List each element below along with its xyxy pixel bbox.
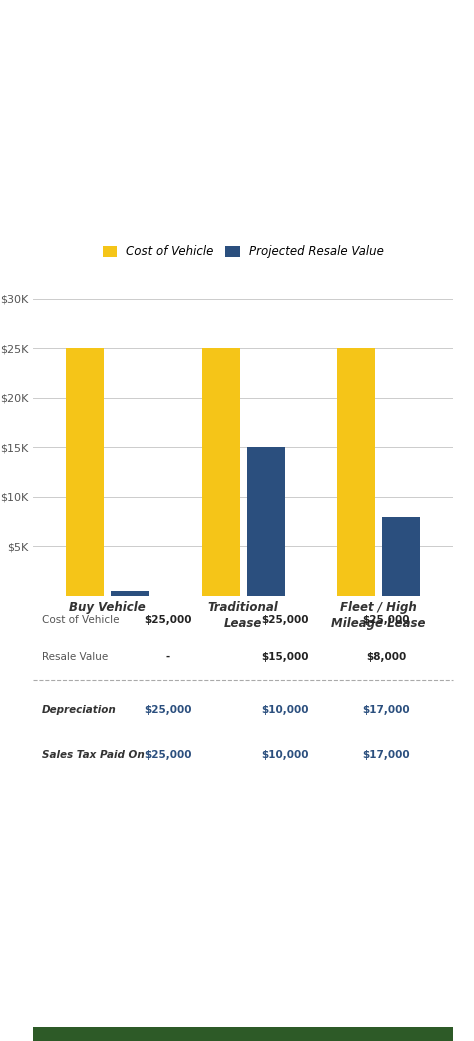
Text: Sales Tax Paid On: Sales Tax Paid On (42, 750, 145, 760)
Text: $10,000: $10,000 (262, 750, 309, 760)
Text: When you buy a vehicle, you are paying for the entire vehicle and
sales tax. Whe: When you buy a vehicle, you are paying f… (54, 794, 415, 845)
Bar (202, 349, 240, 595)
Bar (33, 1026, 453, 1041)
Bar (111, 590, 149, 595)
Text: Depreciation: Depreciation (42, 705, 117, 715)
Text: -: - (165, 652, 170, 662)
Text: Comparison: Comparison (50, 70, 283, 103)
Text: Resale Value: Resale Value (42, 652, 108, 662)
Text: $25,000: $25,000 (144, 750, 191, 760)
Text: Lease payments are based on depreciation with regard to your
usage.  The benefit: Lease payments are based on depreciation… (54, 903, 424, 966)
Text: $25,000: $25,000 (262, 614, 309, 625)
Bar (246, 448, 284, 595)
Text: $8,000: $8,000 (366, 652, 406, 662)
Text: $25,000: $25,000 (144, 614, 191, 625)
Bar (66, 349, 104, 595)
Text: $15,000: $15,000 (262, 652, 309, 662)
Text: $17,000: $17,000 (362, 705, 410, 715)
Text: The monthly savings is significant.: The monthly savings is significant. (50, 197, 275, 206)
Text: Paying cash or using an auto loan is not
the only way. Leasing results in lower
: Paying cash or using an auto loan is not… (50, 126, 278, 176)
Text: $25,000: $25,000 (144, 705, 191, 715)
Bar (382, 516, 420, 595)
Text: $25,000: $25,000 (362, 614, 410, 625)
Text: Cost of Vehicle: Cost of Vehicle (42, 614, 119, 625)
Legend: Cost of Vehicle, Projected Resale Value: Cost of Vehicle, Projected Resale Value (98, 240, 389, 263)
Text: $17,000: $17,000 (362, 750, 410, 760)
Text: Lease vs. Buy: Lease vs. Buy (50, 22, 318, 55)
Text: $10,000: $10,000 (262, 705, 309, 715)
Text: The graph below shows how lease
payments are based on USE not COST.
Pay for the : The graph below shows how lease payments… (50, 213, 289, 264)
Bar (337, 349, 375, 595)
